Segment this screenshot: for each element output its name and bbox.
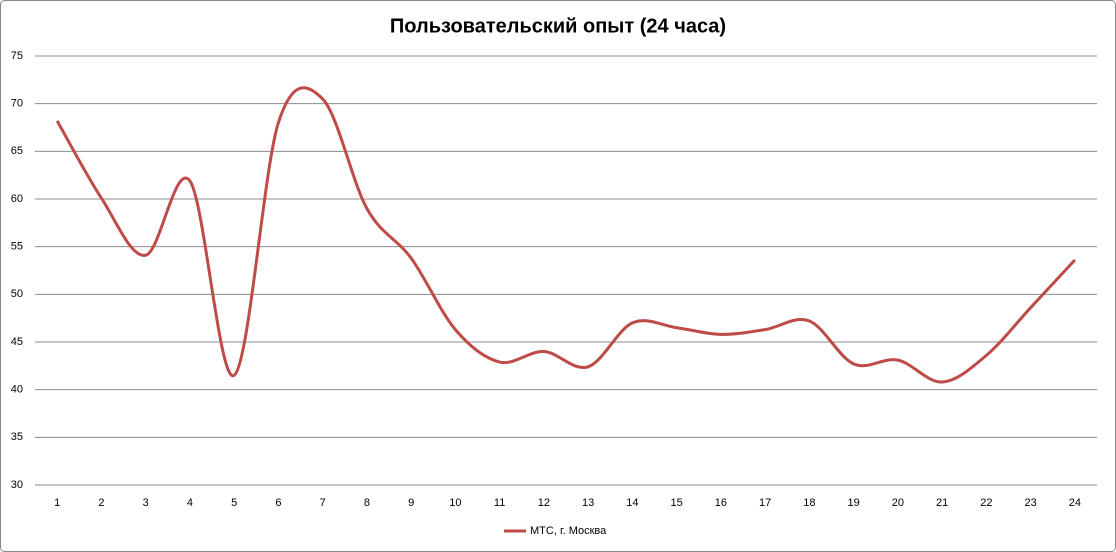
x-tick-label: 4 (187, 497, 193, 509)
x-tick-label: 1 (54, 497, 60, 509)
x-tick-label: 16 (715, 497, 727, 509)
x-tick-label: 20 (892, 497, 904, 509)
y-tick-label: 50 (11, 288, 23, 300)
x-tick-label: 24 (1069, 497, 1081, 509)
y-tick-label: 70 (11, 98, 23, 110)
x-tick-label: 13 (582, 497, 594, 509)
data-line (55, 86, 1076, 384)
legend-label: МТС, г. Москва (530, 525, 607, 537)
x-tick-label: 22 (980, 497, 992, 509)
x-tick-label: 2 (98, 497, 104, 509)
x-tick-label: 7 (320, 497, 326, 509)
x-tick-label: 15 (671, 497, 683, 509)
x-tick-label: 23 (1025, 497, 1037, 509)
x-tick-label: 14 (626, 497, 638, 509)
y-tick-label: 30 (11, 479, 23, 491)
y-tick-label: 65 (11, 145, 23, 157)
x-tick-label: 6 (275, 497, 281, 509)
chart-title: Пользовательский опыт (24 часа) (390, 15, 726, 37)
x-tick-label: 8 (364, 497, 370, 509)
y-tick-label: 75 (11, 50, 23, 62)
x-tick-label: 18 (803, 497, 815, 509)
x-tick-label: 5 (231, 497, 237, 509)
x-tick-label: 10 (449, 497, 461, 509)
y-tick-label: 60 (11, 193, 23, 205)
x-tick-label: 21 (936, 497, 948, 509)
y-tick-label: 55 (11, 241, 23, 253)
x-tick-label: 17 (759, 497, 771, 509)
x-tick-label: 12 (538, 497, 550, 509)
x-tick-label: 11 (494, 497, 505, 509)
y-tick-label: 35 (11, 431, 23, 443)
x-tick-label: 19 (848, 497, 860, 509)
x-tick-label: 3 (143, 497, 149, 509)
y-tick-label: 40 (11, 384, 23, 396)
x-tick-label: 9 (408, 497, 414, 509)
y-tick-label: 45 (11, 336, 23, 348)
